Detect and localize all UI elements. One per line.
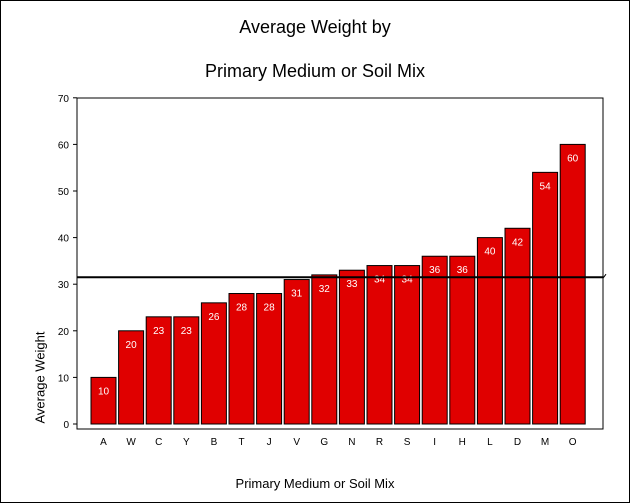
- bar-value-label: 28: [264, 303, 276, 314]
- x-tick-label: O: [569, 437, 577, 448]
- x-tick-label: C: [155, 437, 162, 448]
- reference-line-marker: [602, 273, 607, 279]
- x-tick-label: A: [100, 437, 107, 448]
- y-axis-ticks: 0 10 20 30 40 50 60 70: [58, 94, 77, 431]
- x-tick-label: R: [376, 437, 383, 448]
- bar-value-label: 42: [512, 237, 524, 248]
- x-tick-label: L: [487, 437, 493, 448]
- x-tick-label: W: [126, 437, 136, 448]
- x-tick-label: B: [211, 437, 218, 448]
- y-tick-label: 10: [58, 373, 70, 384]
- bar-value-label: 40: [484, 247, 496, 258]
- y-tick-label: 20: [58, 327, 70, 338]
- chart-title-line-2: Primary Medium or Soil Mix: [204, 61, 426, 81]
- bar-R: [366, 265, 393, 425]
- x-tick-label: V: [293, 437, 300, 448]
- bar-H: [449, 255, 476, 425]
- bar-value-label: 34: [402, 275, 414, 286]
- plot-area: [76, 97, 604, 430]
- x-tick-label: I: [433, 437, 436, 448]
- bar-value-label: 60: [567, 153, 579, 164]
- y-tick-label: 70: [58, 94, 70, 105]
- x-tick-label: H: [459, 437, 466, 448]
- x-tick-label: G: [320, 437, 328, 448]
- bar-labels: 10 20 23 23 26 28 28 31 32 33 34 34 36 36 40 42 54 60: [98, 153, 579, 397]
- x-tick-label: M: [541, 437, 549, 448]
- bar-value-label: 26: [208, 312, 220, 323]
- bar-value-label: 28: [236, 303, 248, 314]
- bar-value-label: 36: [457, 265, 469, 276]
- bars: [90, 143, 586, 425]
- bar-L: [476, 237, 503, 425]
- bar-value-label: 36: [429, 265, 441, 276]
- bar-J: [256, 293, 283, 425]
- x-tick-label: D: [514, 437, 521, 448]
- bar-value-label: 34: [374, 275, 386, 286]
- bar-D: [504, 227, 531, 425]
- y-tick-label: 30: [58, 280, 70, 291]
- chart-title-line-1: Average Weight by: [239, 17, 391, 37]
- x-tick-label: Y: [183, 437, 190, 448]
- bar-value-label: 20: [126, 340, 138, 351]
- bar-value-label: 32: [319, 284, 331, 295]
- y-tick-label: 40: [58, 234, 70, 245]
- y-tick-label: 60: [58, 140, 70, 151]
- bar-value-label: 23: [153, 326, 165, 337]
- bar-I: [421, 255, 448, 425]
- x-tick-label: T: [238, 437, 244, 448]
- bar-G: [311, 274, 338, 425]
- x-tick-label: N: [348, 437, 355, 448]
- x-tick-label: J: [267, 437, 272, 448]
- bar-A: [90, 376, 117, 425]
- bar-C: [145, 316, 172, 425]
- reference-line-group: [77, 273, 607, 279]
- bar-value-label: 31: [291, 289, 303, 300]
- bar-V: [283, 279, 310, 425]
- bar-N: [338, 269, 365, 425]
- bar-B: [200, 302, 227, 425]
- y-tick-label: 50: [58, 187, 70, 198]
- bar-S: [394, 265, 421, 425]
- y-tick-label: 0: [63, 420, 69, 431]
- bar-W: [118, 330, 145, 425]
- bar-M: [532, 171, 559, 425]
- bar-value-label: 23: [181, 326, 193, 337]
- bar-value-label: 10: [98, 386, 110, 397]
- x-tick-label: S: [404, 437, 411, 448]
- bar-T: [228, 293, 255, 425]
- bar-value-label: 33: [346, 279, 358, 290]
- bar-O: [559, 143, 586, 425]
- bar-Y: [173, 316, 200, 425]
- x-axis-label: Primary Medium or Soil Mix: [235, 476, 395, 491]
- bar-value-label: 54: [540, 181, 552, 192]
